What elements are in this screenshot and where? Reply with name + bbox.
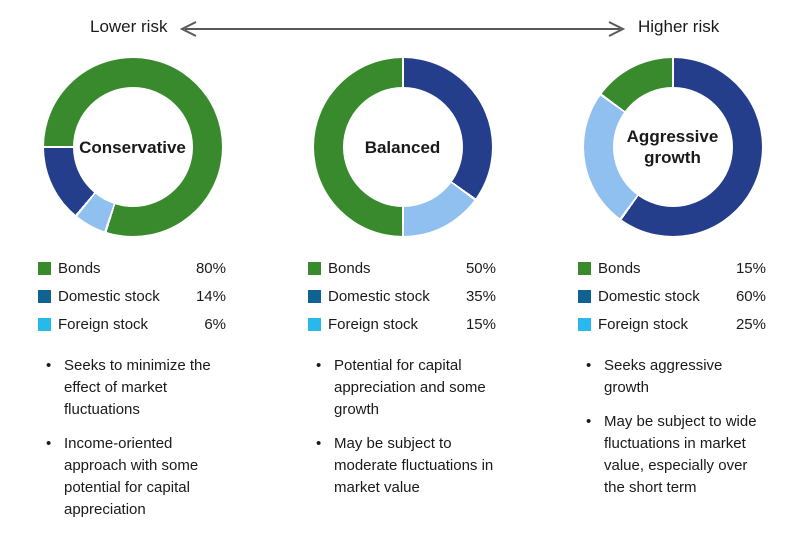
legend-label: Domestic stock (328, 287, 430, 305)
column-conservative: Conservative Bonds 80% Domestic stock 14… (20, 48, 245, 533)
domestic-stock-swatch-icon (38, 289, 51, 303)
foreign-stock-swatch-icon (38, 317, 51, 331)
legend-row-bonds: Bonds 15% (578, 254, 766, 282)
donut-chart-conservative: Conservative (43, 58, 222, 236)
legend-row-foreign-stock: Foreign stock 6% (38, 310, 226, 338)
legend-row-foreign-stock: Foreign stock 15% (308, 310, 496, 338)
bullet-list-balanced: Potential for capital appreciation and s… (290, 355, 515, 499)
legend-row-domestic-stock: Domestic stock 35% (308, 282, 496, 310)
donut-ring-aggressive-growth: Aggressive growth (583, 58, 762, 236)
donut-ring-balanced: Balanced (313, 58, 492, 236)
legend-value: 25% (735, 315, 766, 333)
donut-hole: Aggressive growth (612, 87, 733, 207)
legend-row-bonds: Bonds 50% (308, 254, 496, 282)
legend-row-domestic-stock: Domestic stock 60% (578, 282, 766, 310)
donut-title-aggressive-growth: Aggressive growth (626, 127, 719, 167)
lower-risk-label: Lower risk (90, 17, 168, 36)
bullet-item: Seeks aggressive growth (586, 355, 768, 399)
bonds-swatch-icon (578, 261, 591, 275)
bullet-list-aggressive-growth: Seeks aggressive growth May be subject t… (560, 355, 785, 499)
donut-chart-balanced: Balanced (313, 58, 492, 236)
legend-label: Domestic stock (58, 287, 160, 305)
legend-value: 35% (465, 287, 496, 305)
bullet-item: Seeks to minimize the effect of market f… (46, 355, 228, 421)
legend-conservative: Bonds 80% Domestic stock 14% Foreign sto… (38, 254, 226, 338)
legend-row-bonds: Bonds 80% (38, 254, 226, 282)
legend-value: 14% (195, 287, 226, 305)
bullet-list-conservative: Seeks to minimize the effect of market f… (20, 355, 245, 521)
higher-risk-label: Higher risk (638, 17, 720, 36)
legend-value: 6% (204, 315, 226, 333)
risk-arrow-icon (179, 21, 626, 37)
donut-title-balanced: Balanced (364, 137, 441, 157)
legend-value: 60% (735, 287, 766, 305)
legend-label: Foreign stock (328, 315, 419, 333)
donut-title-conservative: Conservative (79, 137, 186, 157)
donut-ring-conservative: Conservative (43, 58, 222, 236)
legend-row-foreign-stock: Foreign stock 25% (578, 310, 766, 338)
foreign-stock-swatch-icon (578, 317, 591, 331)
legend-label: Domestic stock (598, 287, 700, 305)
legend-value: 15% (465, 315, 496, 333)
column-balanced: Balanced Bonds 50% Domestic stock 35% Fo… (290, 48, 515, 533)
donut-hole: Conservative (72, 87, 193, 207)
donut-chart-aggressive-growth: Aggressive growth (583, 58, 762, 236)
domestic-stock-swatch-icon (308, 289, 321, 303)
foreign-stock-swatch-icon (308, 317, 321, 331)
legend-label: Bonds (328, 259, 371, 277)
legend-label: Foreign stock (598, 315, 689, 333)
risk-scale-header: Lower risk Higher risk (0, 0, 800, 48)
legend-aggressive-growth: Bonds 15% Domestic stock 60% Foreign sto… (578, 254, 766, 338)
legend-label: Foreign stock (58, 315, 149, 333)
column-aggressive-growth: Aggressive growth Bonds 15% Domestic sto… (560, 48, 785, 533)
portfolio-columns: Conservative Bonds 80% Domestic stock 14… (0, 48, 800, 533)
bonds-swatch-icon (38, 261, 51, 275)
bullet-item: Potential for capital appreciation and s… (316, 355, 498, 421)
bullet-item: May be subject to moderate fluctuations … (316, 433, 498, 499)
legend-label: Bonds (598, 259, 641, 277)
legend-label: Bonds (58, 259, 101, 277)
legend-balanced: Bonds 50% Domestic stock 35% Foreign sto… (308, 254, 496, 338)
legend-value: 80% (195, 259, 226, 277)
legend-row-domestic-stock: Domestic stock 14% (38, 282, 226, 310)
legend-value: 50% (465, 259, 496, 277)
bullet-item: Income-oriented approach with some poten… (46, 433, 228, 521)
domestic-stock-swatch-icon (578, 289, 591, 303)
bullet-item: May be subject to wide fluctuations in m… (586, 411, 768, 499)
bonds-swatch-icon (308, 261, 321, 275)
donut-hole: Balanced (342, 87, 463, 207)
legend-value: 15% (735, 259, 766, 277)
